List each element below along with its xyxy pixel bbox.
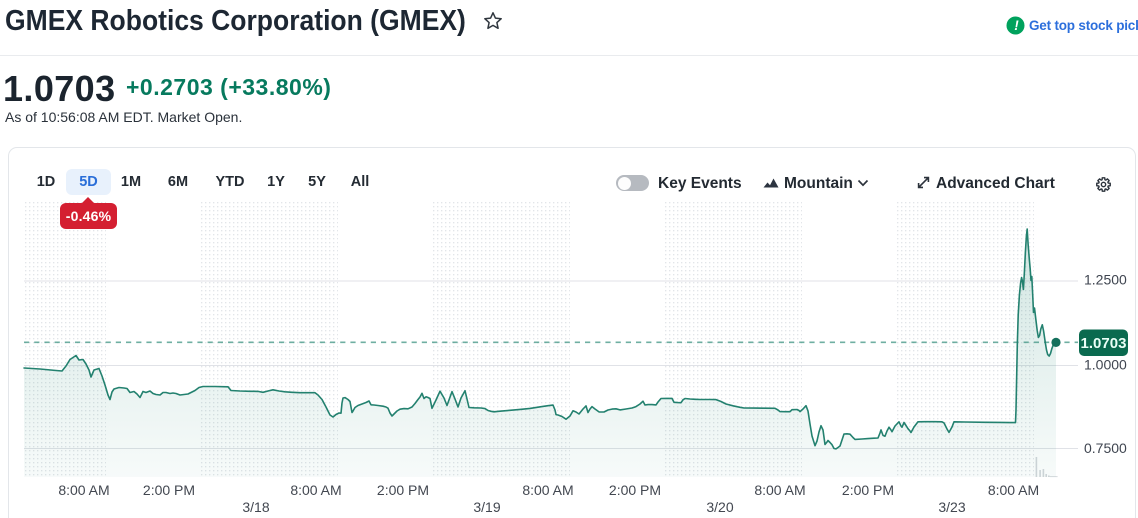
svg-text:1.2500: 1.2500 — [1084, 272, 1127, 288]
svg-text:0.7500: 0.7500 — [1084, 440, 1127, 456]
svg-text:8:00 AM: 8:00 AM — [522, 482, 573, 498]
svg-text:3/18: 3/18 — [242, 499, 269, 515]
svg-text:1.0000: 1.0000 — [1084, 357, 1127, 373]
svg-text:2:00 PM: 2:00 PM — [842, 482, 894, 498]
svg-text:2:00 PM: 2:00 PM — [143, 482, 195, 498]
svg-text:2:00 PM: 2:00 PM — [377, 482, 429, 498]
svg-text:8:00 AM: 8:00 AM — [290, 482, 341, 498]
svg-text:8:00 AM: 8:00 AM — [754, 482, 805, 498]
svg-text:3/19: 3/19 — [473, 499, 500, 515]
svg-text:8:00 AM: 8:00 AM — [988, 482, 1039, 498]
svg-text:3/23: 3/23 — [938, 499, 965, 515]
svg-text:2:00 PM: 2:00 PM — [609, 482, 661, 498]
svg-text:1.0703: 1.0703 — [1081, 335, 1127, 352]
svg-text:!: ! — [1014, 18, 1019, 33]
svg-text:3/20: 3/20 — [706, 499, 733, 515]
svg-text:8:00 AM: 8:00 AM — [58, 482, 109, 498]
